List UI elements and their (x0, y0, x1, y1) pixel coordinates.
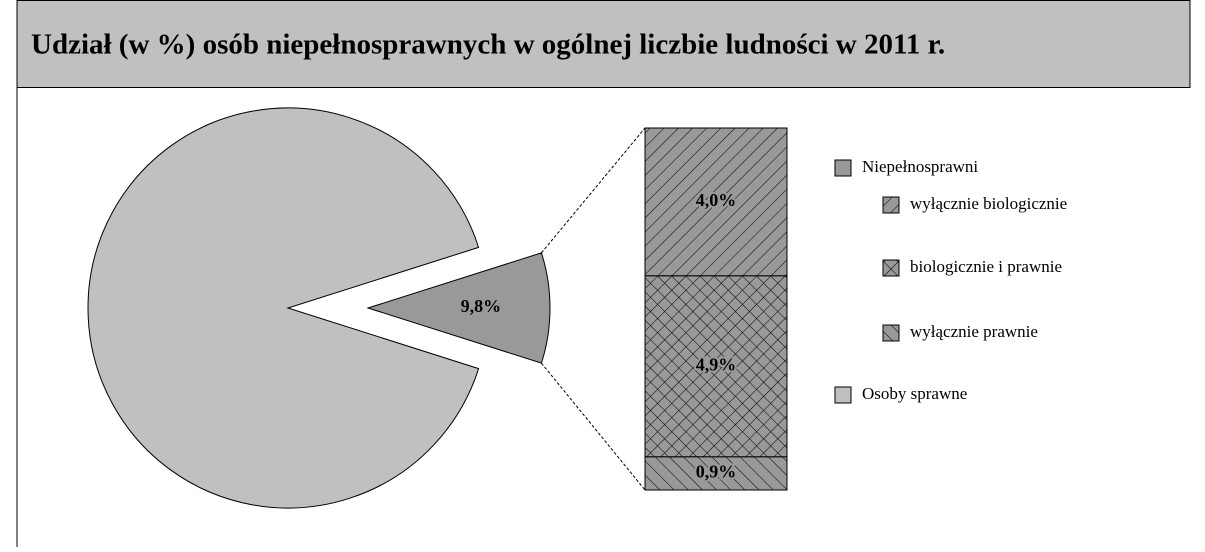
bar-segment (644, 275, 788, 458)
legend-label: Niepełnosprawni (862, 157, 978, 176)
slice-label: 9,8% (461, 296, 502, 316)
connector (541, 362, 646, 491)
segment-label: 0,9% (696, 462, 737, 482)
legend-label: wyłącznie biologicznie (910, 194, 1067, 213)
legend-swatch (882, 259, 900, 277)
legend-label: Osoby sprawne (862, 384, 967, 403)
segment-label: 4,9% (696, 354, 737, 374)
legend-swatch (834, 159, 852, 177)
pie-slice (366, 252, 551, 364)
title-bar (16, 0, 1191, 88)
legend-swatch (882, 196, 900, 214)
pie-slice (87, 107, 480, 509)
segment-label: 4,0% (696, 190, 737, 210)
connector (541, 127, 646, 254)
legend-label: biologicznie i prawnie (910, 257, 1062, 276)
chart-title: Udział (w %) osób niepełnosprawnych w og… (31, 29, 945, 61)
legend-swatch (834, 386, 852, 404)
legend-label: wyłącznie prawnie (910, 322, 1038, 341)
bar-segment (644, 127, 788, 277)
legend-swatch (882, 324, 900, 342)
